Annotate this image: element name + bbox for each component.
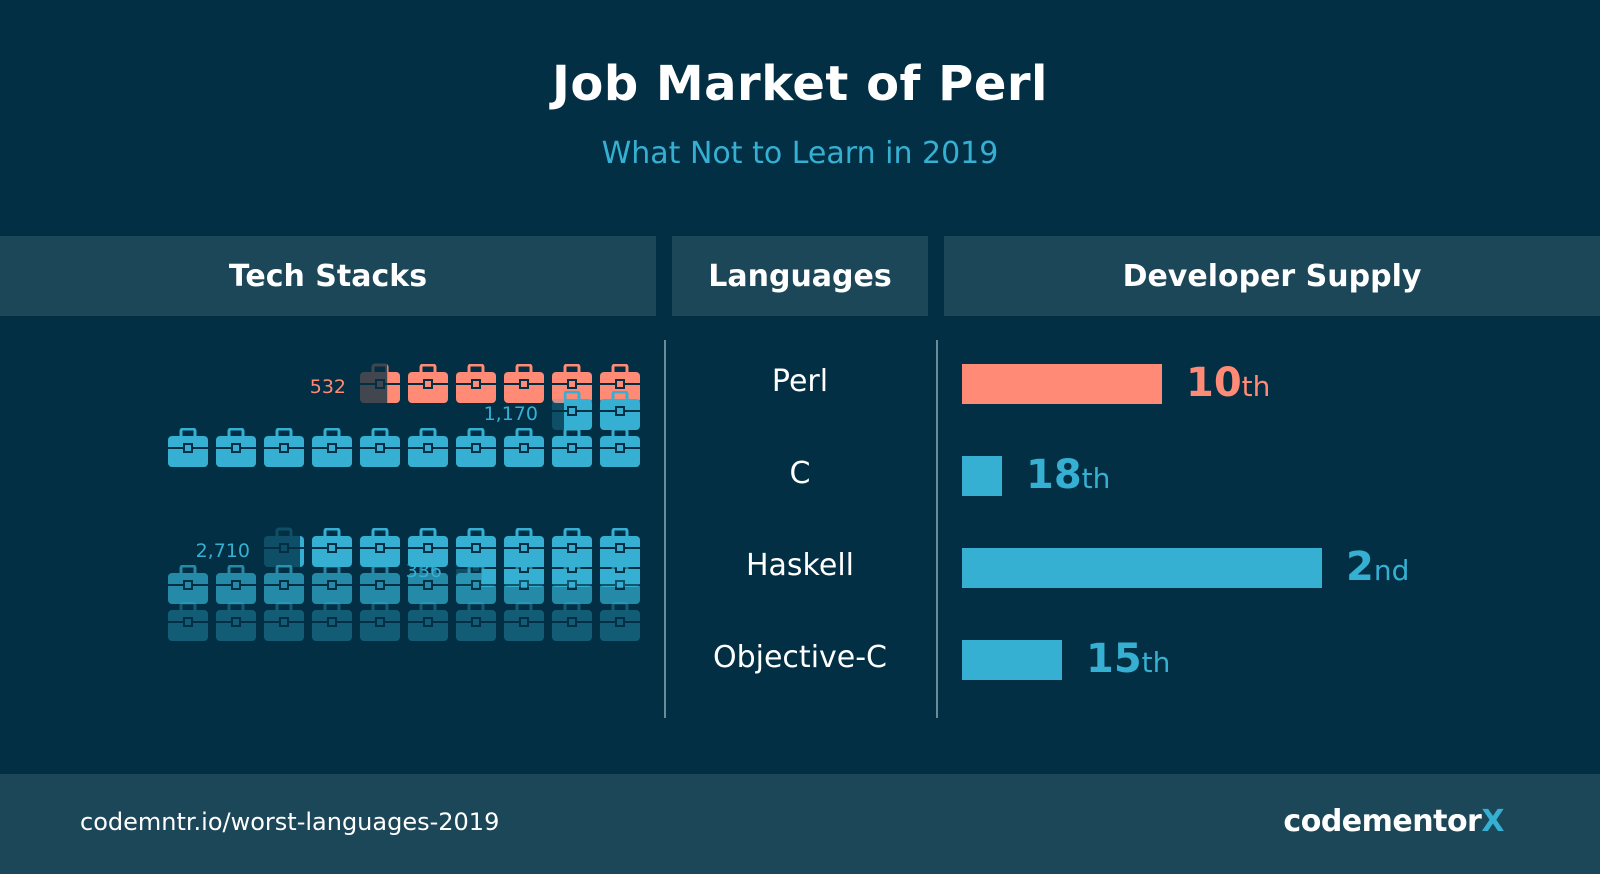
header-languages: Languages bbox=[672, 236, 928, 316]
rank-number: 15 bbox=[1086, 636, 1142, 682]
column-divider-left bbox=[664, 340, 666, 718]
briefcase-icon bbox=[456, 364, 496, 403]
briefcase-icon bbox=[360, 363, 400, 403]
rank-suffix: nd bbox=[1373, 554, 1410, 587]
briefcase-icon bbox=[504, 364, 544, 403]
briefcase-icon bbox=[600, 428, 640, 467]
rank-suffix: th bbox=[1081, 462, 1111, 495]
briefcase-icon bbox=[264, 565, 304, 604]
developer-supply-bar bbox=[962, 640, 1062, 680]
briefcase-icon bbox=[360, 602, 400, 641]
briefcase-icon bbox=[216, 428, 256, 467]
briefcase-icon bbox=[168, 565, 208, 604]
briefcase-icon bbox=[264, 602, 304, 641]
briefcase-icon bbox=[600, 391, 640, 430]
header-tech-stacks: Tech Stacks bbox=[0, 236, 656, 316]
briefcase-icon bbox=[600, 565, 640, 604]
footer: codemntr.io/worst-languages-2019 codemen… bbox=[0, 774, 1600, 874]
language-name: Objective-C bbox=[712, 640, 888, 675]
briefcase-icon bbox=[264, 527, 304, 567]
briefcase-icon bbox=[264, 428, 304, 467]
briefcase-icon bbox=[552, 602, 592, 641]
briefcase-icon bbox=[600, 528, 640, 567]
briefcase-icon bbox=[360, 565, 400, 604]
briefcase-icon bbox=[312, 528, 352, 567]
briefcase-icon bbox=[456, 602, 496, 641]
developer-supply-rank: 15th bbox=[1086, 636, 1170, 682]
briefcase-icon bbox=[504, 528, 544, 567]
briefcase-icon bbox=[408, 528, 448, 567]
rank-number: 18 bbox=[1026, 452, 1082, 498]
briefcase-icon bbox=[312, 602, 352, 641]
briefcase-icon bbox=[552, 428, 592, 467]
briefcase-icon bbox=[216, 565, 256, 604]
briefcase-icon bbox=[456, 428, 496, 467]
column-divider-right bbox=[936, 340, 938, 718]
briefcase-icon bbox=[456, 565, 496, 604]
briefcase-icon bbox=[552, 364, 592, 403]
briefcase-icon bbox=[216, 602, 256, 641]
briefcase-icon bbox=[168, 602, 208, 641]
language-name: C bbox=[789, 456, 811, 491]
rank-number: 10 bbox=[1186, 360, 1242, 406]
developer-supply-rank: 18th bbox=[1026, 452, 1110, 498]
briefcase-icon bbox=[168, 428, 208, 467]
briefcase-icon bbox=[552, 565, 592, 604]
language-name: Perl bbox=[771, 364, 829, 399]
briefcase-icon bbox=[360, 528, 400, 567]
codementor-logo: codementorX bbox=[1283, 804, 1504, 839]
briefcase-icon bbox=[408, 602, 448, 641]
briefcase-icon bbox=[408, 565, 448, 604]
rank-suffix: th bbox=[1141, 646, 1171, 679]
briefcase-icon bbox=[504, 428, 544, 467]
briefcase-icon bbox=[552, 528, 592, 567]
briefcase-icon bbox=[456, 528, 496, 567]
rank-number: 2 bbox=[1346, 544, 1374, 590]
briefcase-icon bbox=[360, 428, 400, 467]
logo-text: codementor bbox=[1283, 804, 1482, 839]
briefcase-icon bbox=[312, 428, 352, 467]
footer-url[interactable]: codemntr.io/worst-languages-2019 bbox=[80, 808, 500, 836]
briefcase-icon bbox=[600, 602, 640, 641]
tech-stack-count: 532 bbox=[309, 376, 346, 398]
developer-supply-rank: 10th bbox=[1186, 360, 1270, 406]
developer-supply-bar bbox=[962, 364, 1162, 404]
rank-suffix: th bbox=[1241, 370, 1271, 403]
tech-stack-count: 2,710 bbox=[195, 540, 250, 562]
briefcase-icon bbox=[504, 565, 544, 604]
developer-supply-bar bbox=[962, 456, 1002, 496]
developer-supply-rank: 2nd bbox=[1346, 544, 1409, 590]
briefcase-icon bbox=[552, 390, 592, 430]
developer-supply-bar bbox=[962, 548, 1322, 588]
page-subtitle: What Not to Learn in 2019 bbox=[601, 136, 999, 171]
briefcase-icon bbox=[408, 364, 448, 403]
briefcase-icon bbox=[408, 428, 448, 467]
logo-x: X bbox=[1481, 804, 1504, 839]
briefcase-icon bbox=[504, 602, 544, 641]
tech-stack-count: 336 bbox=[405, 560, 442, 582]
page-title: Job Market of Perl bbox=[551, 56, 1048, 112]
header-developer-supply: Developer Supply bbox=[944, 236, 1600, 316]
briefcase-icon bbox=[600, 364, 640, 403]
language-name: Haskell bbox=[745, 548, 854, 583]
tech-stack-count: 1,170 bbox=[483, 403, 538, 425]
briefcase-icon bbox=[312, 565, 352, 604]
